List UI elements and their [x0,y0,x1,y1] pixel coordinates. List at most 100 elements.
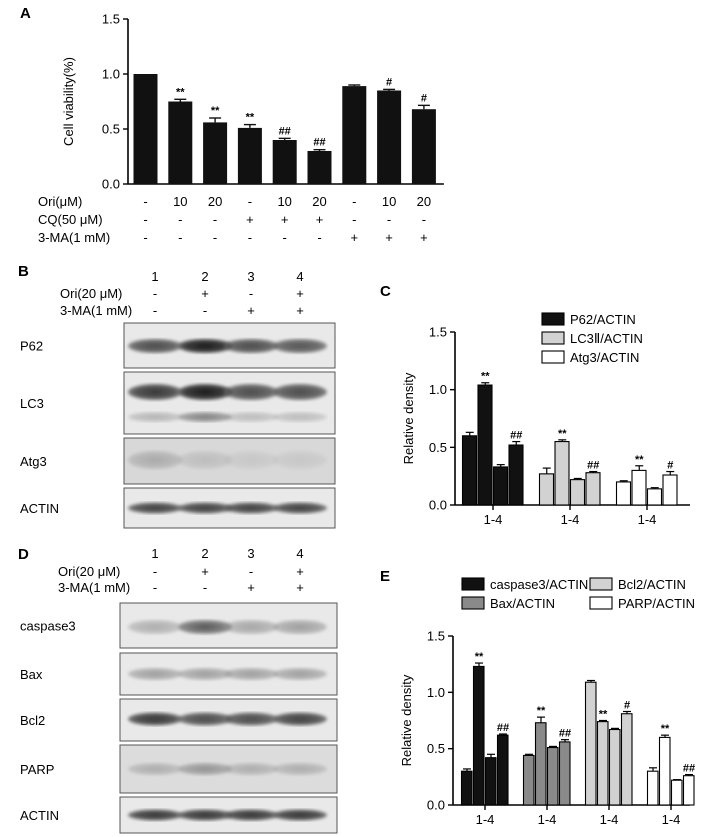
blot-d-band [178,668,232,680]
chart-c-significance: ## [510,430,522,442]
chart-e-significance: ## [559,728,571,740]
chart-c-significance: ## [587,460,599,472]
chart-c-significance: ** [558,428,567,440]
chart-e-y-tick-label: 1.5 [427,629,445,644]
chart-e-bar [558,741,571,806]
blot-d-band [273,668,327,680]
chart-a-condition-cell: - [352,194,356,209]
chart-c-y-tick-label: 0.0 [429,498,447,513]
chart-a-condition-cell: - [143,230,147,245]
chart-a-condition-cell: + [281,212,289,227]
chart-a-condition-cell: + [420,230,428,245]
chart-e-legend-swatch [461,577,485,591]
chart-a-condition-cell: - [248,194,252,209]
chart-c-bar [646,488,663,506]
chart-e-bar [608,728,621,806]
panel-letter-d: D [18,546,29,563]
chart-c-x-tick-label: 1-4 [484,512,503,527]
blot-d-band [224,763,278,775]
blot-d-band [273,712,327,726]
blot-d-band [273,763,327,775]
chart-a-condition-cell: 10 [382,194,396,209]
blot-b-lane-number: 4 [296,269,303,284]
chart-e-bar [546,746,559,806]
chart-e-y-tick-label: 1.0 [427,685,445,700]
chart-a-bar [307,151,332,184]
chart-e-bar [596,721,609,806]
blot-d-band [224,712,278,726]
blot-b-band [178,451,232,469]
blot-d-condition-cell: - [249,564,253,579]
panel-letter-b: B [18,263,29,280]
chart-a-y-tick-label: 1.5 [102,12,120,27]
chart-a-condition-cell: - [317,230,321,245]
chart-a-bar [272,140,297,184]
chart-e-bar [472,665,485,806]
blot-d-condition-cell: - [153,564,157,579]
blot-b-band [273,451,327,469]
chart-a-condition-label: 3-MA(1 mM) [38,230,110,245]
chart-a-significance: ## [279,125,291,137]
chart-a-condition-cell: 20 [417,194,431,209]
chart-c-y-tick-label: 1.0 [429,382,447,397]
chart-a-bar [203,122,228,184]
blot-b-band [128,384,182,400]
blot-b-band-label: Atg3 [20,454,47,469]
chart-c-bar [492,466,509,506]
chart-e-legend-label: Bcl2/ACTIN [618,577,686,592]
chart-a-condition-cell: 10 [173,194,187,209]
blot-d-band [273,809,327,821]
blot-d-condition-cell: - [203,580,207,595]
chart-e-bar [496,734,509,806]
chart-a-bar [133,74,158,184]
chart-c-legend-label: Atg3/ACTIN [570,350,639,365]
chart-a-y-tick-label: 0.5 [102,122,120,137]
blot-b-lane-number: 2 [201,269,208,284]
blot-b-band [224,384,278,400]
blot-b-blot-strip [123,437,336,485]
chart-a-condition-cell: - [213,230,217,245]
chart-c: 0.0 0.5 1.0 1.5 Relative density ** ## 1-4 ** ## 1… [401,312,690,527]
blot-d-band [224,620,278,634]
chart-e-bar [534,722,547,806]
chart-c-y-axis-label: Relative density [401,372,416,464]
chart-c-bar [508,444,524,506]
blot-d-band [128,712,182,726]
blot-d-lane-number: 4 [296,546,303,561]
blot-d-band [178,809,232,821]
chart-a-y-tick-label: 1.0 [102,67,120,82]
chart-e-bar [584,681,597,806]
chart-a-condition-cell: + [316,212,324,227]
chart-c-bar [461,435,478,506]
blot-b-condition-cell: - [203,303,207,318]
chart-c-x-tick-label: 1-4 [638,512,657,527]
chart-a-condition-cell: - [352,212,356,227]
chart-e-legend-swatch [589,596,613,610]
chart-e-legend-label: Bax/ACTIN [490,596,555,611]
blot-d-band-label: Bcl2 [20,713,45,728]
chart-a-significance: ** [246,112,255,124]
blot-b: 1 2 3 4 Ori(20 μM) - + - +3-MA(1 mM) - - + + P62 LC3 At… [20,269,336,529]
blot-d-band-label: ACTIN [20,808,59,823]
chart-e-y-tick-label: 0.5 [427,741,445,756]
chart-e-legend-label: PARP/ACTIN [618,596,695,611]
chart-c-legend-swatch [541,312,565,326]
blot-b-band [128,502,182,514]
blot-b-condition-cell: - [153,303,157,318]
chart-a-condition-cell: - [387,212,391,227]
blot-d-band [224,809,278,821]
blot-b-band-label: ACTIN [20,501,59,516]
chart-e-bar [620,713,633,806]
chart-c-y-tick-label: 0.5 [429,440,447,455]
chart-c-legend-swatch [541,331,565,345]
blot-b-band [178,339,232,353]
blot-b-lane-number: 3 [247,269,254,284]
blot-d-condition-cell: + [247,580,255,595]
chart-c-bar [585,472,601,506]
blot-d-band-label: caspase3 [20,619,76,634]
blot-b-condition-cell: + [296,303,304,318]
blot-d-condition-label: 3-MA(1 mM) [58,580,130,595]
blot-b-band [224,339,278,353]
chart-a-condition-cell: - [248,230,252,245]
blot-b-blot-frame [123,371,336,435]
